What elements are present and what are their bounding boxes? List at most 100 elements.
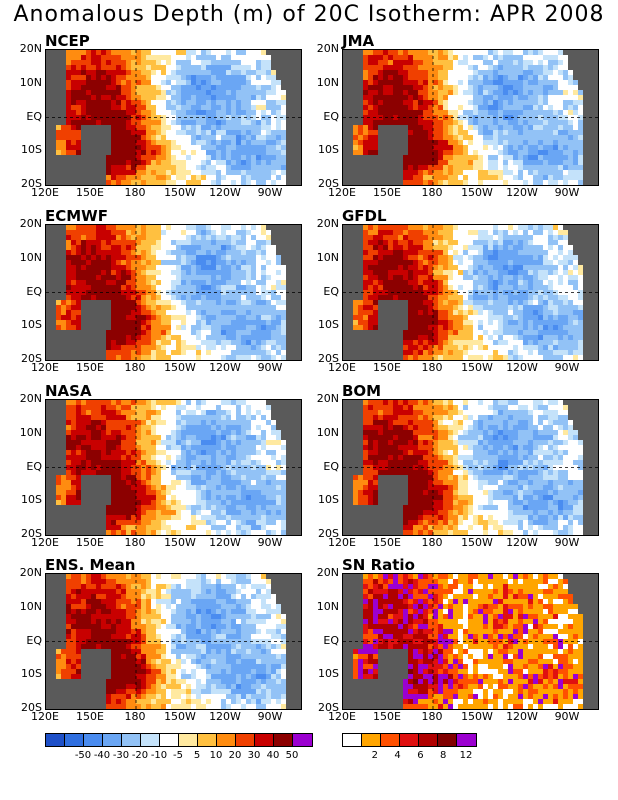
lon-tick-label: 120W [209, 186, 241, 199]
colorbar-swatch [381, 734, 400, 746]
colorbar-swatch [198, 734, 217, 746]
map-panel [45, 399, 302, 536]
lon-tick-label: 150W [461, 186, 493, 199]
colorbar-label: -30 [112, 750, 130, 761]
lat-tick-label: EQ [323, 633, 339, 647]
colorbar-swatch [141, 734, 160, 746]
panel-title-gfdl: GFDL [342, 207, 387, 225]
lat-tick-label: 20N [19, 392, 42, 405]
lat-tick-label: 10S [318, 493, 339, 507]
lon-tick-label: 180 [421, 186, 443, 199]
map-panel [342, 399, 599, 536]
lat-tick-label: 10N [19, 599, 42, 613]
lat-tick-label: 20S [21, 352, 42, 365]
lat-tick-label: 10N [19, 425, 42, 439]
lat-tick-label: 10N [19, 250, 42, 264]
lat-tick-label: EQ [26, 633, 42, 647]
lat-tick-label: 10N [316, 425, 339, 439]
lon-tick-label: 120E [31, 186, 59, 199]
colorbar-label: -10 [150, 750, 168, 761]
lon-tick-label: 120E [31, 536, 59, 549]
panel-title-ncep: NCEP [45, 32, 90, 50]
colorbar-label: 20 [228, 750, 242, 761]
lon-tick-label: 120W [506, 186, 538, 199]
lon-tick-label: 120W [209, 710, 241, 723]
lon-tick-label: 150W [461, 710, 493, 723]
colorbar-swatch [255, 734, 274, 746]
figure-title: Anomalous Depth (m) of 20C Isotherm: APR… [13, 2, 605, 27]
colorbar-label: -40 [93, 750, 111, 761]
lon-tick-label: 180 [421, 536, 443, 549]
colorbar-swatch [236, 734, 255, 746]
lat-tick-label: EQ [26, 459, 42, 473]
panel-title-ens-mean: ENS. Mean [45, 556, 136, 574]
lon-tick-label: 150E [76, 710, 104, 723]
lat-tick-label: 20N [316, 217, 339, 230]
map-panel [342, 573, 599, 710]
colorbar-label: 6 [417, 750, 424, 761]
colorbar-swatch [160, 734, 179, 746]
lat-tick-label: 20S [318, 701, 339, 714]
lon-tick-label: 120W [506, 536, 538, 549]
map-panel [45, 49, 302, 186]
colorbar-swatch [217, 734, 236, 746]
colorbar-swatch [293, 734, 312, 746]
map-panel [45, 224, 302, 361]
lon-tick-label: 90W [257, 186, 283, 199]
colorbar-swatch [419, 734, 438, 746]
lon-tick-label: 90W [257, 710, 283, 723]
lat-tick-label: 20S [21, 701, 42, 714]
lon-tick-label: 150E [373, 710, 401, 723]
lon-tick-label: 150E [373, 361, 401, 374]
colorbar-swatch [84, 734, 103, 746]
panel-title-jma: JMA [342, 32, 375, 50]
anomaly-colorbar [45, 733, 313, 747]
colorbar-label: -5 [173, 750, 183, 761]
colorbar-swatch [400, 734, 419, 746]
lat-tick-label: 10N [19, 75, 42, 89]
lat-tick-label: 10N [316, 250, 339, 264]
lat-tick-label: EQ [26, 284, 42, 298]
lat-tick-label: EQ [323, 109, 339, 123]
lat-tick-label: 20S [21, 527, 42, 540]
lon-tick-label: 90W [554, 536, 580, 549]
lat-tick-label: 20N [19, 217, 42, 230]
lon-tick-label: 120E [328, 186, 356, 199]
panel-title-sn-ratio: SN Ratio [342, 556, 415, 574]
lon-tick-label: 150W [461, 536, 493, 549]
colorbar-swatch [179, 734, 198, 746]
lon-tick-label: 90W [554, 186, 580, 199]
colorbar-label: 40 [266, 750, 280, 761]
colorbar-label: 4 [394, 750, 401, 761]
colorbar-swatch [457, 734, 476, 746]
lat-tick-label: 20N [19, 566, 42, 579]
lat-tick-label: 10S [318, 667, 339, 681]
colorbar-swatch [122, 734, 141, 746]
lon-tick-label: 150E [76, 536, 104, 549]
sn-ratio-colorbar [342, 733, 477, 747]
lon-tick-label: 180 [124, 186, 146, 199]
lon-tick-label: 120E [328, 710, 356, 723]
colorbar-swatch [438, 734, 457, 746]
lon-tick-label: 150E [373, 186, 401, 199]
colorbar-label: 10 [209, 750, 223, 761]
lat-tick-label: 20N [316, 42, 339, 55]
lon-tick-label: 150E [373, 536, 401, 549]
lon-tick-label: 150W [164, 186, 196, 199]
lon-tick-label: 120E [31, 361, 59, 374]
lon-tick-label: 150W [461, 361, 493, 374]
colorbar-label: -20 [131, 750, 149, 761]
lon-tick-label: 150W [164, 536, 196, 549]
colorbar-swatch [46, 734, 65, 746]
lon-tick-label: 180 [124, 710, 146, 723]
colorbar-label: 12 [459, 750, 473, 761]
colorbar-label: 30 [247, 750, 261, 761]
lat-tick-label: 20S [318, 527, 339, 540]
colorbar-label: -50 [74, 750, 92, 761]
lat-tick-label: 10S [21, 318, 42, 332]
lon-tick-label: 150E [76, 361, 104, 374]
lat-tick-label: 10S [21, 493, 42, 507]
colorbar-swatch [274, 734, 293, 746]
lat-tick-label: 10N [316, 599, 339, 613]
lat-tick-label: 10S [318, 143, 339, 157]
